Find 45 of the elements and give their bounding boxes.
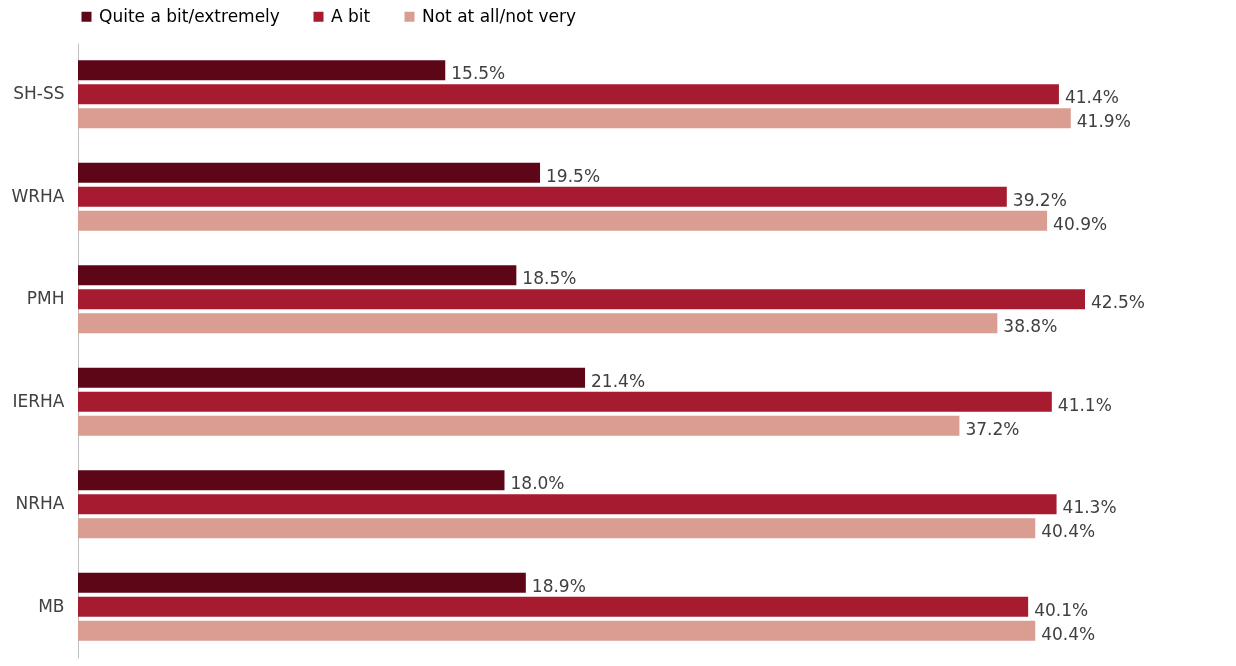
data-label: 37.2% [965, 418, 1020, 439]
data-label: 19.5% [546, 165, 601, 186]
bar [78, 470, 505, 491]
bar [78, 84, 1059, 105]
data-label: 41.9% [1076, 111, 1131, 132]
y-tick-label: NRHA [15, 493, 65, 514]
y-tick-label: WRHA [11, 185, 65, 206]
data-label: 40.1% [1034, 599, 1089, 620]
data-label: 38.8% [1003, 316, 1058, 337]
bar [78, 367, 586, 388]
data-label: 40.9% [1053, 213, 1108, 234]
bar [78, 572, 526, 593]
bar [78, 494, 1057, 515]
bar [78, 620, 1036, 641]
data-label: 42.5% [1091, 292, 1146, 313]
bar [78, 415, 960, 436]
bar [78, 518, 1036, 539]
bar [78, 391, 1052, 412]
data-label: 18.5% [522, 268, 577, 289]
data-label: 18.9% [531, 575, 586, 596]
data-label: 41.1% [1057, 394, 1112, 415]
bar [78, 313, 998, 334]
data-label: 39.2% [1012, 189, 1067, 210]
data-label: 15.5% [451, 63, 506, 84]
bar [78, 60, 446, 81]
legend-label: Quite a bit/extremely [99, 5, 280, 26]
bar [78, 265, 517, 286]
y-tick-label: PMH [26, 288, 65, 309]
y-tick-label: SH-SS [13, 83, 65, 104]
bar [78, 162, 541, 183]
bar [78, 210, 1048, 231]
data-label: 18.0% [510, 473, 565, 494]
data-label: 41.3% [1062, 497, 1117, 518]
legend-label: A bit [331, 5, 371, 26]
data-label: 40.4% [1041, 623, 1096, 644]
data-label: 40.4% [1041, 521, 1096, 542]
legend-label: Not at all/not very [422, 5, 577, 26]
y-tick-label: IERHA [12, 390, 65, 411]
y-tick-label: MB [38, 595, 65, 616]
bar [78, 289, 1085, 310]
bar [78, 108, 1071, 129]
bar [78, 596, 1029, 617]
data-label: 41.4% [1064, 87, 1119, 108]
bar [78, 186, 1007, 207]
data-label: 21.4% [591, 370, 646, 391]
